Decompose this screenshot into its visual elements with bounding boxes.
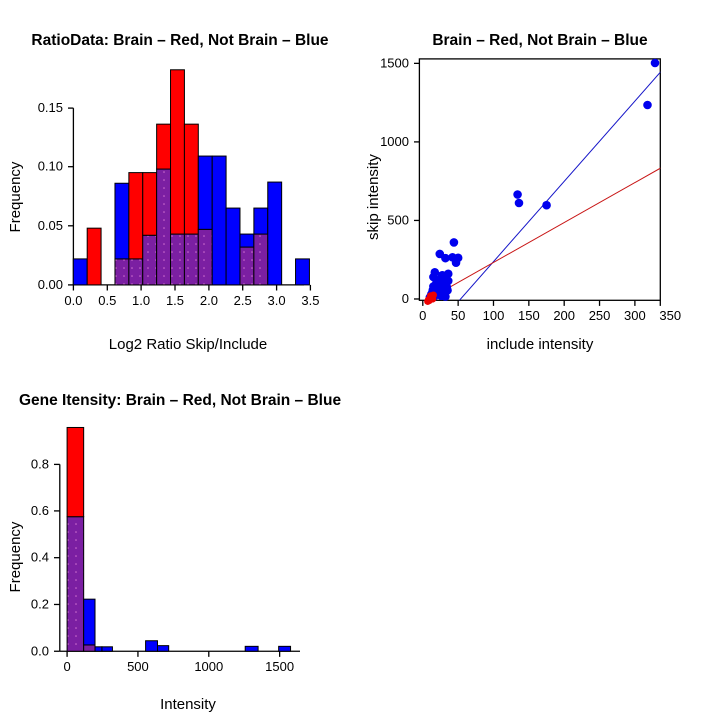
svg-text:Log2 Ratio Skip/Include: Log2 Ratio Skip/Include <box>109 336 267 353</box>
svg-text:150: 150 <box>518 308 540 323</box>
svg-text:350: 350 <box>659 308 681 323</box>
svg-text:1500: 1500 <box>265 659 294 674</box>
svg-text:2.5: 2.5 <box>234 293 252 308</box>
svg-text:500: 500 <box>387 212 409 227</box>
svg-text:0.4: 0.4 <box>31 550 49 565</box>
svg-text:0.5: 0.5 <box>98 293 116 308</box>
svg-text:200: 200 <box>553 308 575 323</box>
svg-text:250: 250 <box>589 308 611 323</box>
svg-text:include intensity: include intensity <box>487 336 594 353</box>
svg-text:3.0: 3.0 <box>268 293 286 308</box>
svg-text:0.10: 0.10 <box>38 159 63 174</box>
svg-text:Frequency: Frequency <box>7 161 24 232</box>
svg-text:0.2: 0.2 <box>31 596 49 611</box>
svg-text:Gene Itensity: Brain – Red, No: Gene Itensity: Brain – Red, Not Brain – … <box>19 392 342 409</box>
svg-text:0.05: 0.05 <box>38 218 63 233</box>
svg-text:500: 500 <box>127 659 149 674</box>
svg-text:Frequency: Frequency <box>7 521 24 592</box>
svg-text:0.0: 0.0 <box>64 293 82 308</box>
svg-text:0.15: 0.15 <box>38 100 63 115</box>
svg-text:0: 0 <box>402 291 409 306</box>
svg-text:0: 0 <box>419 308 426 323</box>
svg-text:2.0: 2.0 <box>200 293 218 308</box>
svg-text:300: 300 <box>624 308 646 323</box>
svg-text:0.00: 0.00 <box>38 277 63 292</box>
svg-text:skip intensity: skip intensity <box>365 154 382 240</box>
svg-text:1500: 1500 <box>380 55 409 70</box>
svg-text:RatioData: Brain – Red, Not Br: RatioData: Brain – Red, Not Brain – Blue <box>31 32 329 49</box>
svg-text:0.8: 0.8 <box>31 456 49 471</box>
svg-text:3.5: 3.5 <box>301 293 319 308</box>
svg-text:0: 0 <box>63 659 70 674</box>
svg-text:50: 50 <box>451 308 465 323</box>
svg-text:0.6: 0.6 <box>31 503 49 518</box>
svg-text:0.0: 0.0 <box>31 643 49 658</box>
svg-text:100: 100 <box>483 308 505 323</box>
svg-text:1.0: 1.0 <box>132 293 150 308</box>
svg-text:Intensity: Intensity <box>160 696 216 713</box>
svg-text:1.5: 1.5 <box>166 293 184 308</box>
svg-text:1000: 1000 <box>380 134 409 149</box>
svg-text:1000: 1000 <box>194 659 223 674</box>
svg-text:Brain – Red, Not Brain – Blue: Brain – Red, Not Brain – Blue <box>432 32 648 49</box>
